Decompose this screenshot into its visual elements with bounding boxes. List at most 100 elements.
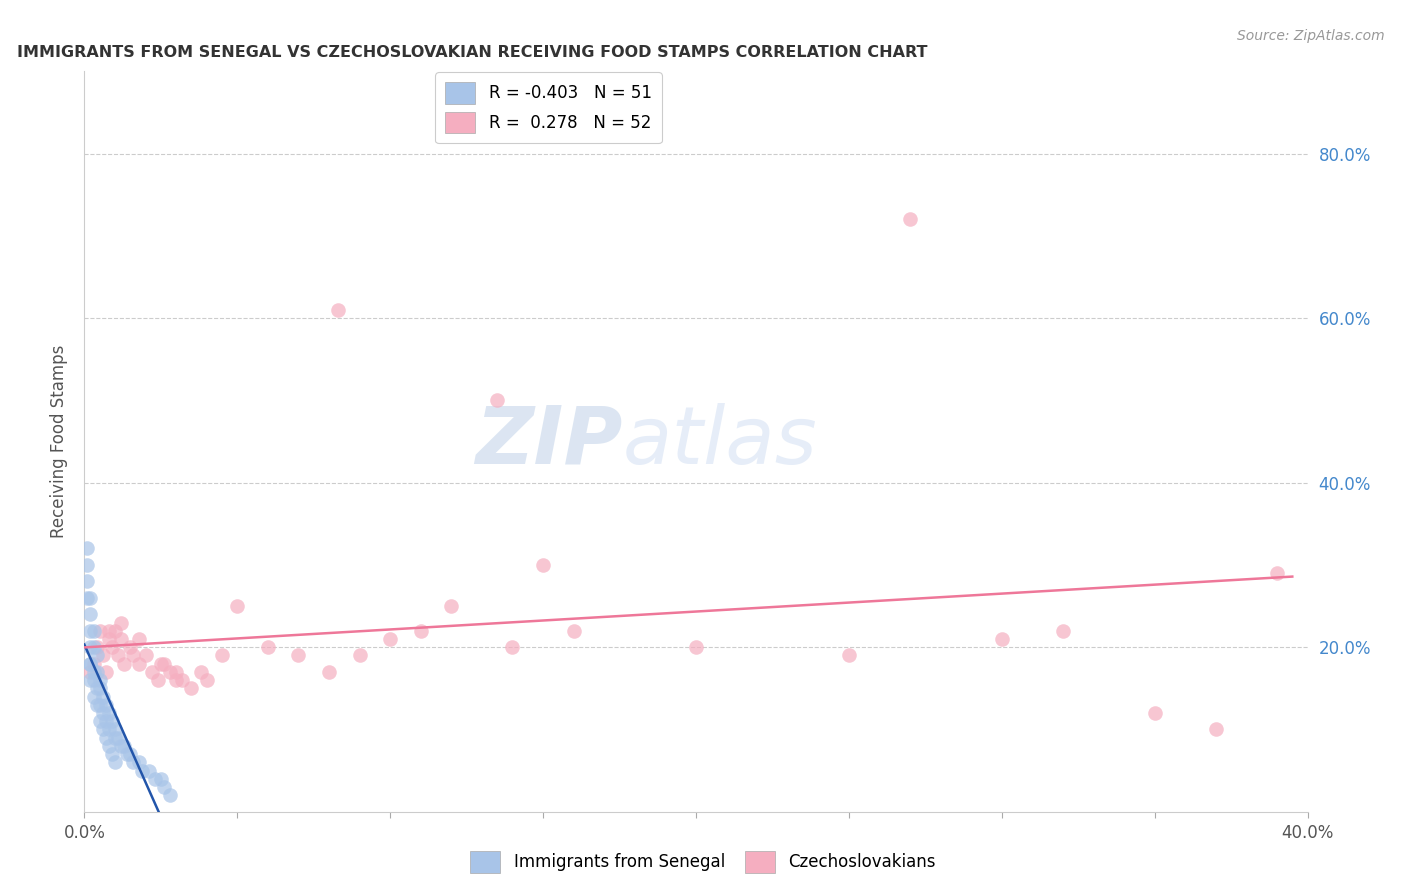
Point: [991, 632, 1014, 646]
Point: [104, 731, 127, 745]
Point: [94, 731, 117, 745]
Point: [120, 640, 142, 655]
Text: Source: ZipAtlas.com: Source: ZipAtlas.com: [1237, 29, 1385, 44]
Point: [83, 624, 105, 638]
Point: [380, 632, 402, 646]
Point: [128, 756, 150, 770]
Point: [110, 632, 132, 646]
Point: [153, 780, 176, 794]
Legend: R = -0.403   N = 51, R =  0.278   N = 52: R = -0.403 N = 51, R = 0.278 N = 52: [436, 72, 662, 144]
Point: [89, 681, 111, 696]
Point: [101, 640, 124, 655]
Point: [685, 640, 707, 655]
Point: [89, 698, 111, 712]
Point: [172, 673, 194, 687]
Text: ZIP: ZIP: [475, 402, 623, 481]
Point: [531, 558, 554, 572]
Text: atlas: atlas: [623, 402, 817, 481]
Point: [409, 624, 432, 638]
Point: [1143, 706, 1166, 720]
Point: [143, 772, 166, 786]
Point: [112, 739, 135, 753]
Point: [141, 665, 163, 679]
Point: [101, 714, 124, 729]
Point: [76, 541, 98, 556]
Point: [328, 302, 350, 317]
Point: [440, 599, 463, 613]
Point: [486, 393, 509, 408]
Point: [349, 648, 371, 663]
Point: [94, 665, 117, 679]
Point: [122, 648, 145, 663]
Point: [79, 657, 101, 671]
Point: [97, 632, 120, 646]
Point: [89, 624, 111, 638]
Point: [97, 723, 120, 737]
Point: [287, 648, 309, 663]
Point: [165, 673, 187, 687]
Point: [153, 657, 176, 671]
Point: [104, 723, 127, 737]
Y-axis label: Receiving Food Stamps: Receiving Food Stamps: [51, 345, 69, 538]
Point: [159, 789, 181, 803]
Point: [211, 648, 233, 663]
Point: [97, 624, 120, 638]
Point: [226, 599, 249, 613]
Point: [180, 681, 202, 696]
Point: [107, 648, 129, 663]
Point: [318, 665, 340, 679]
Point: [94, 714, 117, 729]
Point: [838, 648, 860, 663]
Point: [110, 739, 132, 753]
Point: [149, 657, 172, 671]
Point: [86, 648, 108, 663]
Point: [86, 698, 108, 712]
Point: [86, 681, 108, 696]
Point: [79, 657, 101, 671]
Point: [86, 640, 108, 655]
Point: [94, 698, 117, 712]
Point: [159, 665, 181, 679]
Point: [83, 640, 105, 655]
Point: [86, 665, 108, 679]
Point: [131, 764, 153, 778]
Point: [76, 591, 98, 605]
Legend: Immigrants from Senegal, Czechoslovakians: Immigrants from Senegal, Czechoslovakian…: [464, 845, 942, 880]
Point: [562, 624, 585, 638]
Point: [195, 673, 218, 687]
Point: [91, 723, 114, 737]
Text: IMMIGRANTS FROM SENEGAL VS CZECHOSLOVAKIAN RECEIVING FOOD STAMPS CORRELATION CHA: IMMIGRANTS FROM SENEGAL VS CZECHOSLOVAKI…: [17, 45, 928, 61]
Point: [79, 591, 101, 605]
Point: [83, 690, 105, 704]
Point: [1052, 624, 1074, 638]
Point: [91, 648, 114, 663]
Point: [502, 640, 524, 655]
Point: [97, 739, 120, 753]
Point: [165, 665, 187, 679]
Point: [115, 747, 138, 761]
Point: [120, 747, 142, 761]
Point: [1265, 566, 1288, 581]
Point: [79, 607, 101, 622]
Point: [76, 558, 98, 572]
Point: [257, 640, 280, 655]
Point: [190, 665, 212, 679]
Point: [898, 212, 921, 227]
Point: [110, 615, 132, 630]
Point: [97, 706, 120, 720]
Point: [76, 574, 98, 589]
Point: [107, 731, 129, 745]
Point: [83, 657, 105, 671]
Point: [1205, 723, 1227, 737]
Point: [89, 673, 111, 687]
Point: [91, 690, 114, 704]
Point: [112, 657, 135, 671]
Point: [138, 764, 160, 778]
Point: [79, 624, 101, 638]
Point: [89, 714, 111, 729]
Point: [128, 657, 150, 671]
Point: [135, 648, 157, 663]
Point: [79, 673, 101, 687]
Point: [79, 665, 101, 679]
Point: [83, 665, 105, 679]
